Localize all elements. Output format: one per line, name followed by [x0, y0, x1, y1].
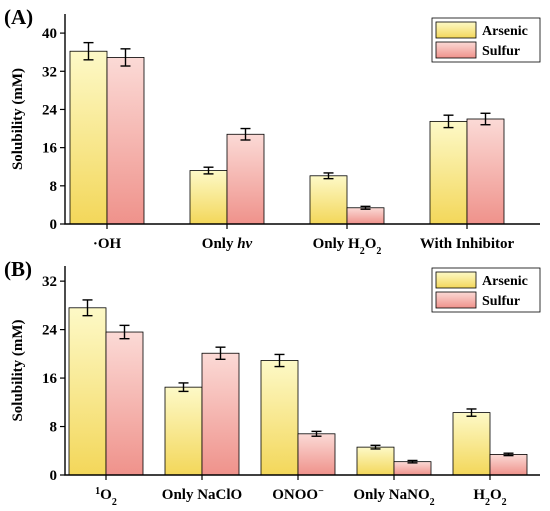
bar-arsenic: [452, 412, 491, 476]
error-bar: [82, 299, 93, 317]
error-bar: [480, 112, 491, 126]
error-bar: [240, 127, 251, 141]
bar-arsenic: [68, 307, 107, 476]
legend-label-sulfur: Sulfur: [482, 44, 520, 59]
legend: Arsenic Sulfur: [431, 267, 541, 313]
legend-swatch-sulfur: [435, 291, 477, 309]
legend-swatch-arsenic: [435, 21, 477, 39]
x-tick-label: 1O2: [95, 486, 117, 508]
y-tick-label: 24: [42, 323, 58, 339]
bar-sulfur: [201, 352, 240, 476]
error-bar: [119, 324, 130, 340]
axes: [64, 14, 540, 225]
legend-label-arsenic: Arsenic: [482, 24, 528, 39]
bar-arsenic: [429, 120, 468, 225]
error-bar: [311, 430, 322, 437]
legend-swatch-arsenic: [435, 271, 477, 289]
y-tick-label: 24: [42, 102, 58, 118]
error-bar: [466, 408, 477, 417]
bar-sulfur: [393, 461, 432, 476]
error-bar: [83, 41, 94, 61]
bar-sulfur: [346, 207, 385, 225]
x-tick-label: ·OH: [93, 236, 122, 252]
bar-sulfur: [297, 433, 336, 476]
y-axis-title: Solubility (mM): [10, 319, 26, 421]
x-tick-label: ONOO−: [272, 486, 324, 504]
error-bar: [360, 205, 371, 210]
axes: [64, 266, 540, 476]
bar-arsenic: [189, 170, 228, 225]
x-tick-label: Only H2O2: [313, 236, 382, 257]
bar-arsenic: [164, 386, 203, 476]
x-tick-label: H2O2: [473, 487, 506, 508]
error-bar: [120, 48, 131, 67]
x-tick-label: Only hv: [202, 236, 253, 252]
panel-label: (A): [4, 5, 33, 29]
y-tick-label: 0: [50, 468, 58, 484]
y-tick-label: 8: [50, 420, 58, 436]
panel-b-chart: (B) Solubility (mM) 1O2 Only NaClO ONOO− Only…: [4, 257, 541, 508]
legend-swatch-sulfur: [435, 41, 477, 59]
bar-arsenic: [356, 446, 395, 476]
y-tick-label: 16: [42, 371, 58, 387]
bar-sulfur: [489, 454, 528, 476]
y-tick-label: 32: [42, 64, 57, 80]
y-axis-title: Solubility (mM): [10, 68, 26, 170]
error-bar: [503, 452, 514, 457]
bar-arsenic: [260, 360, 299, 476]
x-tick-label: With Inhibitor: [420, 236, 515, 252]
y-tick-label: 8: [50, 179, 58, 195]
bar-sulfur: [466, 118, 505, 225]
legend-label-arsenic: Arsenic: [482, 274, 528, 289]
error-bar: [178, 382, 189, 393]
panel-label: (B): [4, 257, 32, 281]
error-bar: [203, 166, 214, 175]
x-tick-label: Only NaClO: [162, 487, 242, 503]
error-bar: [323, 172, 334, 180]
legend: Arsenic Sulfur: [431, 17, 541, 63]
y-tick-label: 0: [50, 217, 58, 233]
legend-label-sulfur: Sulfur: [482, 294, 520, 309]
bar-sulfur: [226, 133, 265, 225]
error-bar: [370, 444, 381, 450]
y-tick-label: 16: [42, 141, 58, 157]
error-bar: [274, 353, 285, 368]
bar-sulfur: [106, 57, 145, 225]
y-tick-label: 32: [42, 274, 57, 290]
error-bar: [215, 346, 226, 360]
y-tick-label: 40: [42, 26, 57, 42]
bar-arsenic: [309, 175, 348, 225]
bar-arsenic: [69, 50, 108, 225]
panel-a-chart: (A) Solubility (mM) ·OH Only hv Only H2O2 Wit…: [4, 5, 541, 257]
x-tick-label: Only NaNO2: [353, 487, 434, 508]
error-bar: [407, 459, 418, 464]
error-bar: [443, 114, 454, 129]
bar-sulfur: [105, 331, 144, 476]
